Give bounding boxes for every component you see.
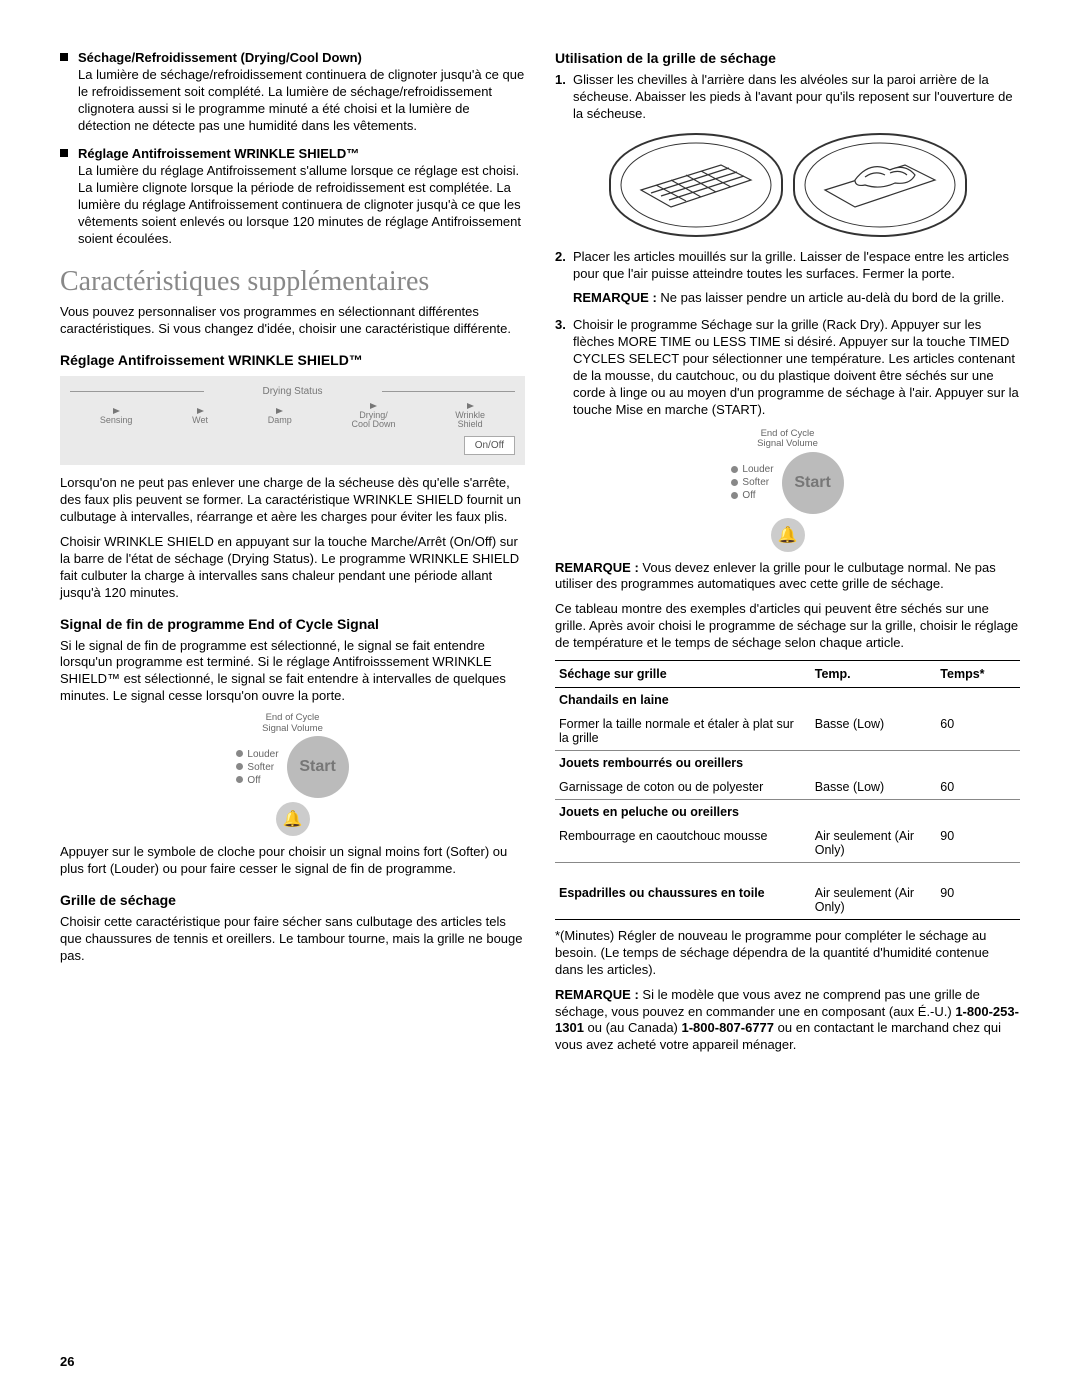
section-title: Jouets rembourrés ou oreillers — [555, 751, 1020, 776]
dot-icon — [731, 466, 738, 473]
dot-icon — [731, 492, 738, 499]
page: Séchage/Refroidissement (Drying/Cool Dow… — [0, 0, 1080, 1397]
signal-volume-diagram: End of Cycle Signal Volume Louder Softer… — [188, 713, 398, 836]
table-intro: Ce tableau montre des exemples d'article… — [555, 601, 1020, 652]
phone-ca: 1-800-807-6777 — [682, 1020, 775, 1035]
bullet-title: Séchage/Refroidissement (Drying/Cool Dow… — [78, 50, 362, 65]
bullet-icon — [60, 149, 68, 157]
dot-icon — [731, 479, 738, 486]
cell: Rembourrage en caoutchouc mousse — [555, 824, 811, 863]
util-heading: Utilisation de la grille de séchage — [555, 50, 1020, 66]
remarque-text: ou (au Canada) — [584, 1020, 682, 1035]
step-text: Placer les articles mouillés sur la gril… — [573, 249, 1009, 281]
ds-label: Drying/Cool Down — [351, 410, 395, 430]
sv-options: Louder Softer Off — [731, 463, 773, 502]
dot-icon — [236, 776, 243, 783]
section-heading: Caractéristiques supplémentaires — [60, 266, 525, 298]
cell: Air seulement (Air Only) — [811, 881, 937, 920]
bullet-icon — [60, 53, 68, 61]
bell-icon: 🔔 — [276, 802, 310, 836]
step-text: Choisir le programme Séchage sur la gril… — [573, 317, 1020, 418]
arrow-icon — [197, 408, 204, 414]
section-title: Espadrilles ou chaussures en toile — [555, 881, 811, 920]
ds-label: Sensing — [100, 415, 133, 425]
cell: Former la taille normale et étaler à pla… — [555, 712, 811, 751]
sv-opt: Louder — [742, 464, 773, 475]
remarque-text: Ne pas laisser pendre un article au-delà… — [657, 290, 1005, 305]
illustration-row — [555, 133, 1020, 237]
bullet-body: La lumière du réglage Antifroissement s'… — [78, 163, 521, 246]
arrow-icon — [467, 403, 474, 409]
cell: Air seulement (Air Only) — [811, 824, 937, 863]
dot-icon — [236, 750, 243, 757]
signal-volume-diagram-2: End of Cycle Signal Volume Louder Softer… — [683, 429, 893, 552]
th-time: Temps* — [936, 661, 1020, 688]
grille-heading: Grille de séchage — [60, 892, 525, 908]
section-title: Chandails en laine — [555, 688, 1020, 713]
start-button-icon: Start — [782, 452, 844, 514]
arrow-icon — [276, 408, 283, 414]
page-number: 26 — [60, 1354, 74, 1369]
ds-label: Wet — [192, 415, 208, 425]
right-column: Utilisation de la grille de séchage 1. G… — [555, 50, 1020, 1062]
signal-p1: Si le signal de fin de programme est sél… — [60, 638, 525, 706]
cell: Basse (Low) — [811, 712, 937, 751]
cell: 90 — [936, 881, 1020, 920]
step-text: Glisser les chevilles à l'arrière dans l… — [573, 72, 1020, 123]
th-temp: Temp. — [811, 661, 937, 688]
th-item: Séchage sur grille — [555, 661, 811, 688]
bullet-body: La lumière de séchage/refroidissement co… — [78, 67, 524, 133]
sv-opt: Off — [742, 490, 755, 501]
bullet-item: Réglage Antifroissement WRINKLE SHIELD™ … — [60, 146, 525, 247]
rack-illustration-1 — [609, 133, 783, 237]
section-title: Jouets en peluche ou oreillers — [555, 800, 1020, 825]
remarque-label: REMARQUE : — [555, 987, 639, 1002]
left-column: Séchage/Refroidissement (Drying/Cool Dow… — [60, 50, 525, 1062]
two-column-layout: Séchage/Refroidissement (Drying/Cool Dow… — [60, 50, 1020, 1062]
sv-opt: Softer — [742, 477, 769, 488]
ds-title: Drying Status — [70, 386, 515, 397]
wrinkle-p1: Lorsqu'on ne peut pas enlever une charge… — [60, 475, 525, 526]
step-2: 2. Placer les articles mouillés sur la g… — [555, 249, 1020, 308]
cell: 90 — [936, 824, 1020, 863]
cell: Basse (Low) — [811, 775, 937, 800]
bell-icon: 🔔 — [771, 518, 805, 552]
start-button-icon: Start — [287, 736, 349, 798]
sv-opt: Off — [247, 775, 260, 786]
cell: 60 — [936, 712, 1020, 751]
remarque3: REMARQUE : Si le modèle que vous avez ne… — [555, 987, 1020, 1055]
onoff-label: On/Off — [464, 436, 515, 455]
sv-opt: Louder — [247, 749, 278, 760]
step-1: 1. Glisser les chevilles à l'arrière dan… — [555, 72, 1020, 123]
intro-text: Vous pouvez personnaliser vos programmes… — [60, 304, 525, 338]
sv-header2: Signal Volume — [683, 439, 893, 449]
arrow-icon — [113, 408, 120, 414]
ds-label: Damp — [268, 415, 292, 425]
drying-status-diagram: Drying Status Sensing Wet Damp Drying/Co… — [60, 376, 525, 466]
sv-options: Louder Softer Off — [236, 748, 278, 787]
arrow-icon — [370, 403, 377, 409]
remarque2: REMARQUE : Vous devez enlever la grille … — [555, 560, 1020, 594]
signal-p2: Appuyer sur le symbole de cloche pour ch… — [60, 844, 525, 878]
step-3: 3. Choisir le programme Séchage sur la g… — [555, 317, 1020, 418]
ds-label: WrinkleShield — [455, 410, 485, 430]
wrinkle-heading: Réglage Antifroissement WRINKLE SHIELD™ — [60, 352, 525, 368]
rack-drying-table: Séchage sur grille Temp. Temps* Chandail… — [555, 660, 1020, 920]
sv-opt: Softer — [247, 762, 274, 773]
cell: Garnissage de coton ou de polyester — [555, 775, 811, 800]
remarque-label: REMARQUE : — [573, 290, 657, 305]
footnote: *(Minutes) Régler de nouveau le programm… — [555, 928, 1020, 979]
bullet-item: Séchage/Refroidissement (Drying/Cool Dow… — [60, 50, 525, 134]
dot-icon — [236, 763, 243, 770]
remarque-label: REMARQUE : — [555, 560, 639, 575]
grille-p: Choisir cette caractéristique pour faire… — [60, 914, 525, 965]
bullet-title: Réglage Antifroissement WRINKLE SHIELD™ — [78, 146, 359, 161]
sv-header2: Signal Volume — [188, 724, 398, 734]
rack-illustration-2 — [793, 133, 967, 237]
cell: 60 — [936, 775, 1020, 800]
wrinkle-p2: Choisir WRINKLE SHIELD en appuyant sur l… — [60, 534, 525, 602]
signal-heading: Signal de fin de programme End of Cycle … — [60, 616, 525, 632]
